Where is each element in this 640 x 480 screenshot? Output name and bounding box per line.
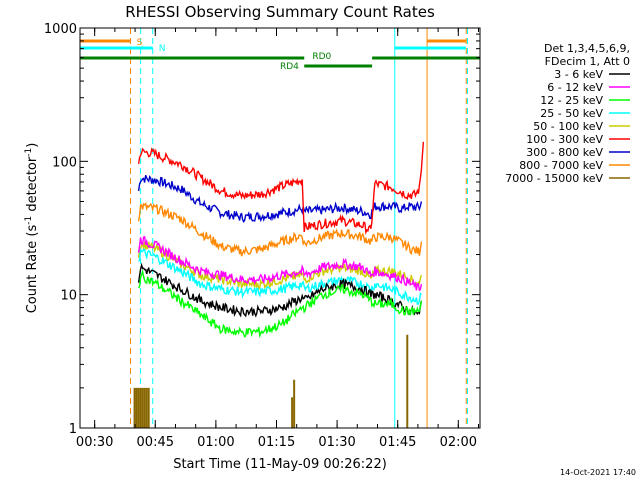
legend-header-line-2: FDecim 1, Att 0 bbox=[545, 55, 630, 68]
y-tick-label-0: 1 bbox=[69, 422, 77, 437]
series-line-4 bbox=[137, 235, 423, 292]
flag-label-RD4: RD4 bbox=[280, 62, 299, 72]
legend-label-6: 300 - 800 keV bbox=[526, 146, 603, 159]
x-tick-label-2: 01:00 bbox=[197, 435, 234, 450]
legend-label-8: 7000 - 15000 keV bbox=[505, 172, 603, 185]
legend-label-4: 50 - 100 keV bbox=[533, 120, 603, 133]
series-line-2 bbox=[137, 201, 423, 257]
y-tick-label-2: 100 bbox=[52, 155, 77, 170]
chart-title: RHESSI Observing Summary Count Rates bbox=[125, 3, 435, 21]
series-line-7 bbox=[138, 268, 423, 339]
y-axis-label: Count Rate (s-1 detector-1) bbox=[24, 143, 40, 314]
series-line-6 bbox=[137, 262, 423, 318]
legend-label-0: 3 - 6 keV bbox=[554, 68, 603, 81]
flag-label-S: S bbox=[137, 38, 143, 48]
x-tick-label-4: 01:30 bbox=[318, 435, 355, 450]
flag-label-N: N bbox=[159, 44, 166, 54]
x-tick-label-5: 01:45 bbox=[379, 435, 416, 450]
flag-bars: S N RD0 RD4 bbox=[80, 38, 480, 72]
x-axis-label: Start Time (11-May-09 00:26:22) bbox=[173, 457, 387, 472]
legend-label-2: 12 - 25 keV bbox=[540, 94, 603, 107]
series-line-3 bbox=[137, 241, 423, 291]
footer-timestamp: 14-Oct-2021 17:40 bbox=[560, 468, 636, 477]
legend-label-3: 25 - 50 keV bbox=[540, 107, 603, 120]
legend-label-1: 6 - 12 keV bbox=[547, 81, 603, 94]
plot-frame bbox=[79, 27, 481, 429]
flag-label-RD0: RD0 bbox=[312, 52, 331, 62]
y-tick-label-1: 10 bbox=[60, 289, 77, 304]
legend-label-5: 100 - 300 keV bbox=[526, 133, 603, 146]
axes: 1 10 100 1000 00:30 00:45 01:00 01:15 01:30 01:45… bbox=[44, 22, 481, 450]
legend-label-7: 800 - 7000 keV bbox=[519, 159, 603, 172]
x-tick-label-0: 00:30 bbox=[76, 435, 113, 450]
legend: Det 1,3,4,5,6,9, FDecim 1, Att 0 3 - 6 k… bbox=[505, 42, 630, 185]
series-line-1 bbox=[137, 141, 425, 235]
series-line-0 bbox=[137, 174, 423, 224]
y-tick-label-3: 1000 bbox=[44, 22, 77, 37]
plot-area bbox=[130, 28, 468, 428]
legend-header-line-1: Det 1,3,4,5,6,9, bbox=[544, 42, 630, 55]
x-tick-label-6: 02:00 bbox=[440, 435, 477, 450]
x-tick-label-1: 00:45 bbox=[137, 435, 174, 450]
series-line-5 bbox=[138, 247, 422, 305]
x-tick-label-3: 01:15 bbox=[258, 435, 295, 450]
